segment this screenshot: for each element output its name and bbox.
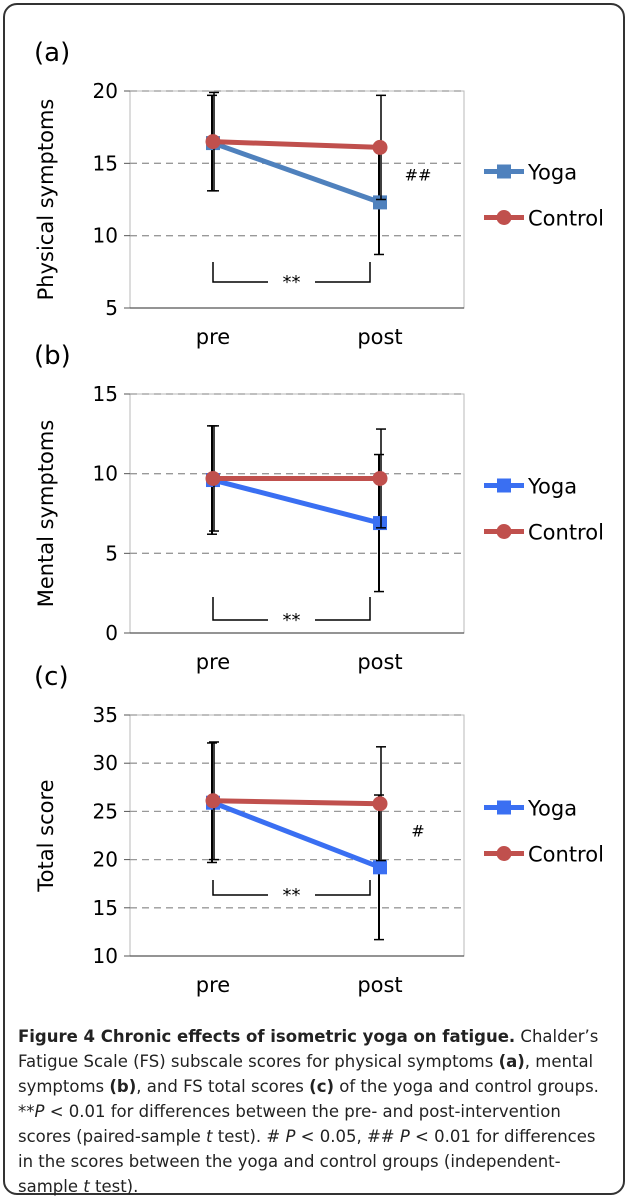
y-axis-title: Physical symptoms	[34, 99, 58, 301]
panel-label: (c)	[34, 662, 69, 692]
caption-italic: P	[399, 1127, 410, 1146]
caption-text: , mental symptoms	[18, 1052, 594, 1096]
caption-italic: t	[83, 1177, 90, 1196]
significance-bracket	[315, 597, 371, 621]
legend-swatch-marker	[496, 846, 512, 861]
group-significance-mark: #	[411, 821, 424, 840]
data-point-control	[205, 793, 221, 809]
caption-ref-a: (a)	[498, 1052, 525, 1071]
y-tick-label: 15	[93, 382, 118, 406]
y-tick-label: 20	[93, 79, 118, 103]
significance-bracket	[212, 597, 268, 621]
data-point-yoga	[373, 860, 387, 875]
legend-swatch-marker	[496, 524, 512, 539]
plot-frame	[129, 393, 465, 634]
y-tick-label: 10	[93, 944, 118, 968]
x-tick-label: pre	[196, 325, 230, 349]
data-point-control	[372, 470, 388, 486]
legend-label-control: Control	[528, 843, 604, 867]
legend-swatch-marker	[496, 210, 512, 225]
significance-bracket	[212, 262, 268, 283]
caption-text: , and FS total scores	[136, 1077, 310, 1096]
legend-swatch-marker	[497, 164, 511, 179]
caption-text: of the yoga and control groups. **	[18, 1077, 599, 1121]
group-significance-mark: ##	[405, 166, 432, 185]
panel-label: (b)	[34, 341, 71, 371]
caption-italic: t	[206, 1127, 213, 1146]
significance-bracket	[315, 262, 371, 283]
caption-text: Chalder’s Fatigue Scale (FS) subscale sc…	[18, 1027, 599, 1071]
legend-swatch-marker	[497, 478, 511, 493]
paired-significance-mark: **	[283, 272, 301, 293]
data-point-control	[205, 134, 221, 150]
caption-ref-c: (c)	[309, 1077, 335, 1096]
figure-frame	[3, 3, 625, 1195]
caption-ref-b: (b)	[109, 1077, 137, 1096]
y-tick-label: 30	[93, 751, 118, 775]
x-tick-label: pre	[196, 650, 230, 674]
chart-panel-3	[124, 714, 524, 957]
caption-text: < 0.01 for differences in the scores bet…	[18, 1127, 596, 1196]
series-line-yoga	[212, 140, 381, 205]
caption-text: < 0.05, ##	[295, 1127, 400, 1146]
data-point-control	[205, 470, 221, 486]
series-line-control	[212, 139, 381, 150]
y-tick-label: 5	[105, 296, 118, 320]
paired-significance-mark: **	[283, 885, 301, 906]
panel-label: (a)	[34, 38, 70, 68]
caption-text: test).	[89, 1177, 139, 1196]
caption-title: Figure 4 Chronic effects of isometric yo…	[18, 1027, 516, 1046]
y-tick-label: 10	[93, 462, 118, 486]
data-point-control	[372, 796, 388, 812]
figure-caption: Figure 4 Chronic effects of isometric yo…	[18, 1024, 614, 1199]
x-tick-label: post	[357, 973, 402, 997]
series-line-control	[212, 798, 381, 807]
chart-panel-1	[124, 90, 524, 309]
series-line-yoga	[212, 477, 381, 526]
x-tick-label: post	[357, 650, 402, 674]
y-tick-label: 15	[93, 151, 118, 175]
legend-swatch-marker	[497, 800, 511, 815]
figure-charts: 5 10 15 20 pre post Physical symptoms (a) ** ## Yo…	[34, 38, 604, 997]
caption-italic: P	[34, 1102, 45, 1121]
paired-significance-mark: **	[283, 610, 301, 631]
y-tick-label: 20	[93, 848, 118, 872]
x-tick-label: pre	[196, 973, 230, 997]
y-axis-title: Mental symptoms	[34, 420, 58, 608]
y-axis-title: Total score	[34, 779, 58, 892]
y-tick-label: 15	[93, 896, 118, 920]
y-tick-label: 0	[105, 621, 118, 645]
significance-bracket	[212, 880, 268, 896]
y-tick-label: 10	[93, 224, 118, 248]
caption-italic: P	[285, 1127, 296, 1146]
legend-label-yoga: Yoga	[527, 161, 577, 185]
x-tick-label: post	[357, 325, 402, 349]
caption-text: test). #	[212, 1127, 286, 1146]
chart-panel-2	[124, 393, 524, 634]
y-tick-label: 5	[105, 541, 118, 565]
legend-label-yoga: Yoga	[527, 797, 577, 821]
y-tick-label: 35	[93, 703, 118, 727]
significance-bracket	[315, 880, 371, 896]
legend-label-yoga: Yoga	[527, 475, 577, 499]
data-point-yoga	[373, 516, 387, 531]
data-point-control	[372, 139, 388, 155]
data-point-yoga	[373, 195, 387, 210]
series-line-yoga	[212, 800, 381, 870]
y-tick-label: 25	[93, 799, 118, 823]
legend-label-control: Control	[528, 207, 604, 231]
caption-text: < 0.01 for differences between the pre- …	[18, 1102, 561, 1146]
legend-label-control: Control	[528, 521, 604, 545]
